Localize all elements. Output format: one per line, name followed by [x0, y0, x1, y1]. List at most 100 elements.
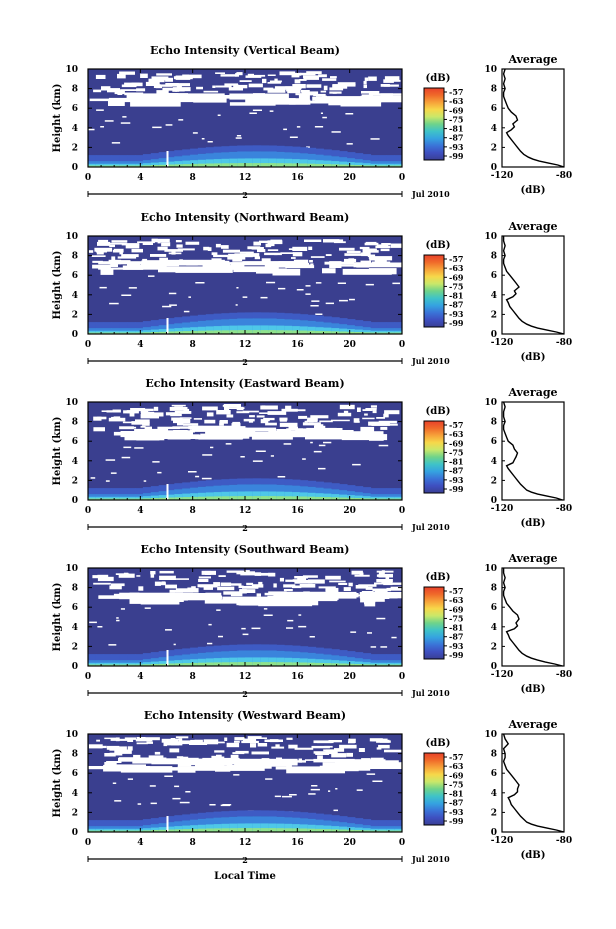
panel-title: Echo Intensity (Westward Beam) [144, 709, 346, 722]
colorbar-tick-label: -63 [449, 96, 464, 106]
profile-y-tick-label: 10 [484, 232, 497, 242]
colorbar-tick-label: -75 [449, 447, 463, 457]
colorbar-tick-label: -81 [449, 291, 463, 301]
profile-y-tick-label: 0 [491, 828, 497, 838]
colorbar-label: (dB) [426, 73, 451, 84]
x-tick-label: 4 [137, 672, 143, 682]
day-label: 2 [242, 689, 248, 699]
y-tick-label: 0 [72, 662, 78, 672]
y-tick-label: 8 [72, 85, 78, 95]
date-label: Jul 2010 [411, 688, 450, 698]
profile-y-tick-label: 6 [491, 769, 497, 779]
profile-y-tick-label: 4 [491, 623, 497, 633]
footer-xlabel: Local Time [214, 871, 276, 882]
x-tick-label: 8 [190, 838, 196, 848]
y-tick-label: 0 [72, 496, 78, 506]
date-label: Jul 2010 [411, 356, 450, 366]
profile-x-tick-label: -120 [491, 338, 514, 348]
colorbar-tick-label: -69 [449, 604, 464, 614]
colorbar-tick-label: -57 [449, 254, 463, 264]
profile-y-tick-label: 0 [491, 330, 497, 340]
x-tick-label: 12 [239, 672, 252, 682]
colorbar-tick-label: -57 [449, 420, 463, 430]
profile-y-tick-label: 8 [491, 418, 497, 428]
y-axis-label: Height (km) [52, 749, 63, 818]
panel-4: Echo Intensity (Southward Beam)0246810He… [52, 543, 572, 699]
x-tick-label: 20 [343, 672, 356, 682]
profile-x-tick-label: -80 [556, 504, 572, 514]
x-tick-label: 0 [85, 173, 91, 183]
colorbar-tick-label: -57 [449, 87, 463, 97]
y-tick-label: 0 [72, 828, 78, 838]
colorbar-tick-label: -93 [449, 641, 464, 651]
date-label: Jul 2010 [411, 189, 450, 199]
colorbar-tick-label: -63 [449, 761, 464, 771]
y-axis-label: Height (km) [52, 251, 63, 320]
profile-y-tick-label: 0 [491, 496, 497, 506]
panel-title: Echo Intensity (Eastward Beam) [145, 377, 344, 390]
no-echo-gaps [89, 570, 410, 648]
profile-frame [501, 68, 565, 168]
colorbar-tick-label: -87 [449, 632, 463, 642]
x-tick-label: 4 [137, 340, 143, 350]
y-tick-label: 2 [72, 476, 78, 486]
y-tick-label: 8 [72, 750, 78, 760]
colorbar-tick-label: -81 [449, 124, 463, 134]
y-tick-label: 10 [65, 398, 78, 408]
profile-y-tick-label: 2 [491, 642, 497, 652]
colorbar-tick-label: -81 [449, 457, 463, 467]
y-tick-label: 8 [72, 584, 78, 594]
x-tick-label: 0 [85, 340, 91, 350]
profile-y-tick-label: 8 [491, 252, 497, 262]
x-tick-label: 16 [291, 506, 304, 516]
colorbar-tick-label: -75 [449, 779, 463, 789]
no-echo-gaps [88, 71, 428, 148]
profile-line [502, 568, 563, 667]
no-echo-gaps [88, 736, 406, 813]
colorbar-tick-label: -99 [449, 151, 464, 161]
panel-5: Echo Intensity (Westward Beam)0246810Hei… [52, 709, 572, 865]
colorbar-tick-label: -63 [449, 263, 464, 273]
profile-y-tick-label: 6 [491, 271, 497, 281]
y-axis-label: Height (km) [52, 583, 63, 652]
y-tick-label: 6 [72, 271, 78, 281]
colorbar-tick-label: -87 [449, 798, 463, 808]
boundary-layer-echo [88, 145, 403, 167]
boundary-layer-echo [88, 312, 403, 334]
panel-3: Echo Intensity (Eastward Beam)0246810Hei… [52, 377, 572, 533]
profile-line [502, 68, 565, 168]
x-tick-label: 8 [190, 173, 196, 183]
colorbar-tick-label: -75 [449, 613, 463, 623]
y-tick-label: 10 [65, 232, 78, 242]
profile-y-tick-label: 10 [484, 564, 497, 574]
y-tick-label: 4 [72, 457, 78, 467]
colorbar-tick-label: -87 [449, 300, 463, 310]
profile-y-tick-label: 4 [491, 789, 497, 799]
y-tick-label: 6 [72, 769, 78, 779]
profile-y-tick-label: 0 [491, 662, 497, 672]
colorbar [423, 87, 445, 161]
profile-line [502, 236, 565, 335]
colorbar-tick-label: -93 [449, 309, 464, 319]
x-tick-label: 12 [239, 173, 252, 183]
y-tick-label: 6 [72, 104, 78, 114]
profile-x-tick-label: -120 [491, 670, 514, 680]
x-tick-label: 4 [137, 506, 143, 516]
y-axis-label: Height (km) [52, 417, 63, 486]
x-tick-label: 12 [239, 838, 252, 848]
colorbar-tick-label: -63 [449, 595, 464, 605]
y-tick-label: 8 [72, 252, 78, 262]
x-tick-label: 8 [190, 340, 196, 350]
colorbar-tick-label: -87 [449, 133, 463, 143]
profile-line [502, 401, 563, 501]
profile-y-tick-label: 2 [491, 310, 497, 320]
y-tick-label: 6 [72, 603, 78, 613]
profile-y-tick-label: 6 [491, 104, 497, 114]
profile-frame [501, 401, 565, 501]
y-tick-label: 4 [72, 789, 78, 799]
x-tick-label: 20 [343, 340, 356, 350]
data-gap-artifact [166, 151, 169, 167]
colorbar-tick-label: -75 [449, 281, 463, 291]
profile-frame [501, 567, 565, 667]
